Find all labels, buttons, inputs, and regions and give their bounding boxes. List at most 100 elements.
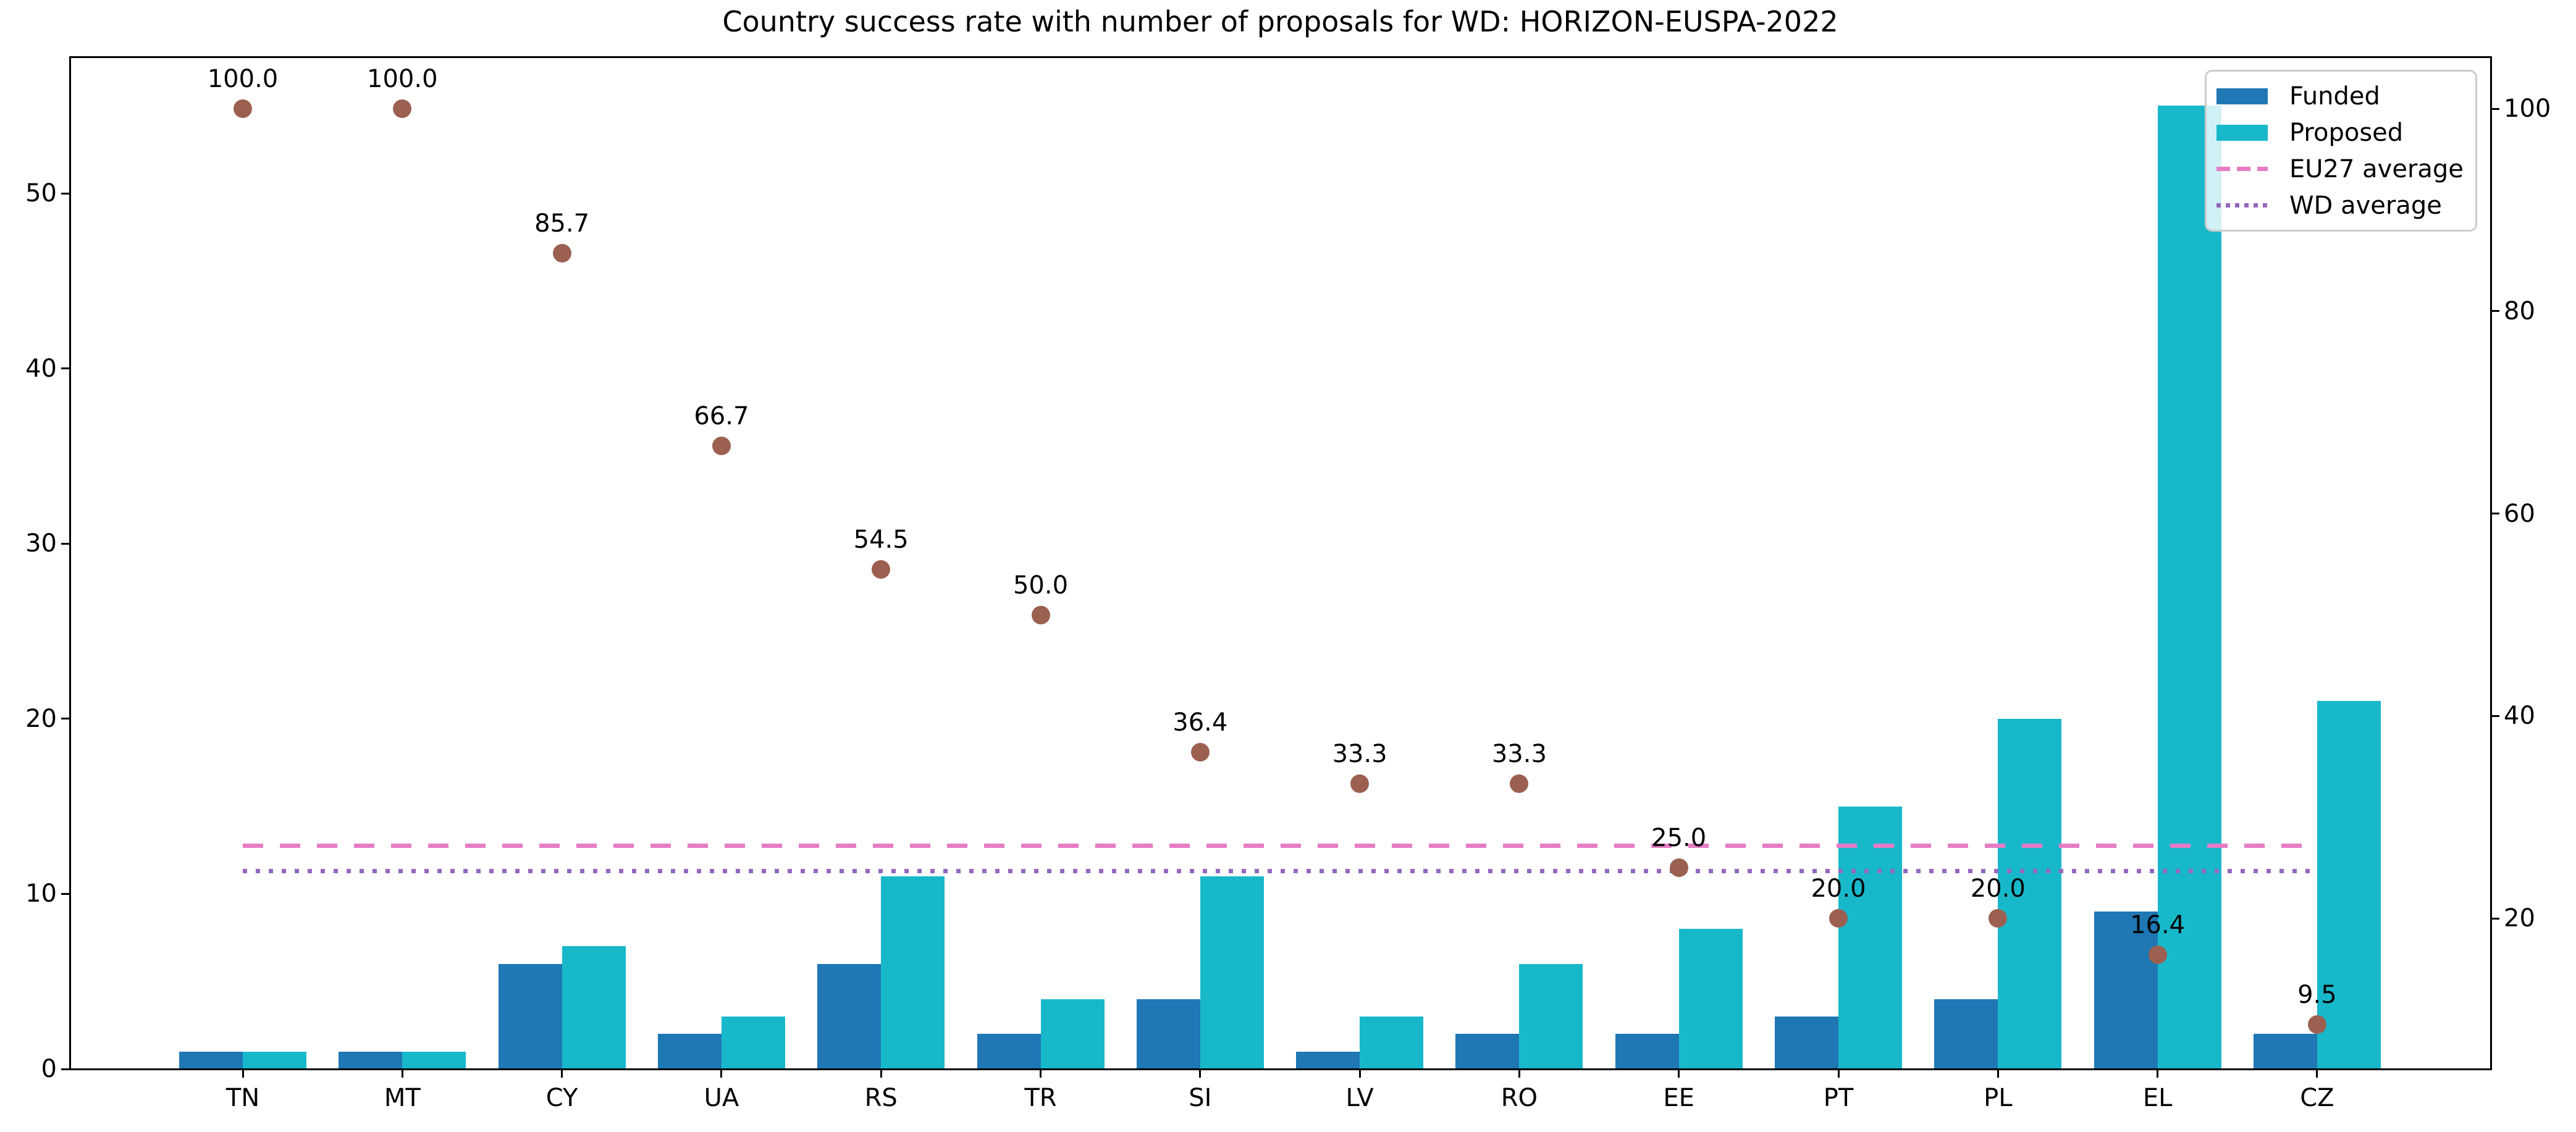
bar-proposed-UA <box>721 1016 785 1069</box>
rate-label-RO: 33.3 <box>1491 740 1547 769</box>
x-tick-LV <box>1358 1069 1361 1078</box>
reference-line-wd-average <box>243 868 2317 873</box>
right-tick-label-100: 100 <box>2504 94 2551 123</box>
marker-PL <box>1989 909 2008 928</box>
right-tick-label-40: 40 <box>2504 702 2535 731</box>
x-tick-MT <box>401 1069 403 1078</box>
legend-entry-eu27-average: EU27 average <box>2216 157 2469 182</box>
rate-label-EE: 25.0 <box>1651 824 1707 853</box>
rate-label-TR: 50.0 <box>1012 571 1069 600</box>
bar-funded-EE <box>1615 1034 1679 1069</box>
right-tick-80 <box>2491 310 2499 312</box>
legend-swatch-dotted-line <box>2216 197 2268 214</box>
left-tick-30 <box>61 542 70 545</box>
legend-swatch-dot <box>2216 203 2268 208</box>
rate-label-EL: 16.4 <box>2130 911 2186 940</box>
x-tick-label-TN: TN <box>225 1084 260 1112</box>
left-tick-label-0: 0 <box>41 1055 57 1083</box>
x-tick-PT <box>1837 1069 1840 1078</box>
rate-label-PT: 20.0 <box>1811 874 1866 904</box>
marker-SI <box>1190 743 1210 762</box>
left-tick-0 <box>61 1068 70 1070</box>
bar-proposed-LV <box>1360 1016 1424 1069</box>
left-tick-label-20: 20 <box>25 704 57 733</box>
x-tick-label-PT: PT <box>1823 1084 1854 1112</box>
x-tick-RS <box>880 1069 882 1078</box>
x-tick-label-UA: UA <box>704 1084 739 1112</box>
legend-entry-wd-average: WD average <box>2216 193 2469 218</box>
rate-label-UA: 66.7 <box>694 401 749 430</box>
rate-label-CY: 85.7 <box>534 209 590 238</box>
chart-title: Country success rate with number of prop… <box>722 5 1838 38</box>
rate-label-PL: 20.0 <box>1970 874 2026 904</box>
bar-proposed-EL <box>2157 106 2221 1069</box>
right-tick-60 <box>2491 513 2499 515</box>
x-tick-label-LV: LV <box>1345 1084 1374 1112</box>
bar-proposed-MT <box>402 1051 466 1069</box>
marker-RO <box>1510 774 1529 794</box>
x-tick-label-CY: CY <box>545 1084 578 1112</box>
right-tick-20 <box>2491 917 2499 920</box>
legend-entry-proposed: Proposed <box>2216 120 2469 145</box>
right-tick-label-80: 80 <box>2504 296 2535 325</box>
bar-funded-PT <box>1775 1016 1838 1069</box>
right-tick-40 <box>2491 715 2499 717</box>
bar-funded-PL <box>1934 999 1998 1069</box>
x-tick-PL <box>1997 1069 1999 1078</box>
bar-funded-RO <box>1455 1034 1520 1069</box>
bar-proposed-CY <box>562 946 626 1069</box>
marker-CZ <box>2307 1015 2326 1034</box>
bar-funded-SI <box>1136 999 1200 1069</box>
x-tick-TR <box>1040 1069 1042 1078</box>
x-tick-label-TR: TR <box>1024 1084 1057 1112</box>
bar-proposed-TR <box>1040 999 1105 1069</box>
rate-label-LV: 33.3 <box>1332 740 1387 769</box>
legend-swatch-rect <box>2216 88 2268 105</box>
bar-funded-CY <box>498 963 562 1069</box>
legend-swatch-dash <box>2216 167 2268 171</box>
left-tick-20 <box>61 718 70 720</box>
legend-label: WD average <box>2289 191 2442 220</box>
bar-funded-UA <box>657 1034 722 1069</box>
x-tick-EL <box>2157 1069 2159 1078</box>
bar-proposed-TN <box>243 1051 306 1069</box>
legend-label: Funded <box>2289 82 2380 111</box>
bar-proposed-SI <box>1200 876 1264 1069</box>
marker-EE <box>1669 858 1688 878</box>
x-tick-SI <box>1199 1069 1202 1078</box>
right-tick-label-60: 60 <box>2504 499 2535 528</box>
right-tick-100 <box>2491 107 2499 110</box>
marker-TN <box>234 99 252 118</box>
left-tick-10 <box>61 892 70 895</box>
legend-swatch-dashed-line <box>2216 161 2268 178</box>
marker-TR <box>1031 605 1050 624</box>
x-tick-label-CZ: CZ <box>2300 1084 2334 1112</box>
bar-funded-CZ <box>2253 1034 2317 1069</box>
x-tick-RO <box>1518 1069 1520 1078</box>
x-tick-label-PL: PL <box>1984 1084 2013 1112</box>
legend: Funded Proposed EU27 average WD average <box>2205 70 2477 232</box>
bar-funded-TN <box>179 1051 243 1069</box>
x-tick-label-RS: RS <box>864 1084 898 1112</box>
legend-swatch-rect <box>2216 124 2268 141</box>
marker-UA <box>712 436 731 455</box>
left-tick-40 <box>61 367 70 370</box>
x-tick-label-EE: EE <box>1663 1084 1694 1112</box>
bar-proposed-RO <box>1519 963 1583 1069</box>
left-tick-label-50: 50 <box>25 179 57 208</box>
x-tick-label-SI: SI <box>1189 1084 1212 1112</box>
x-tick-label-RO: RO <box>1501 1084 1538 1112</box>
bar-funded-RS <box>817 963 882 1069</box>
left-tick-label-30: 30 <box>25 529 57 558</box>
marker-PT <box>1829 909 1848 928</box>
x-tick-CY <box>561 1069 563 1078</box>
x-tick-label-EL: EL <box>2142 1084 2173 1112</box>
marker-EL <box>2148 945 2167 965</box>
left-tick-label-10: 10 <box>25 879 57 908</box>
rate-label-MT: 100.0 <box>367 65 438 93</box>
legend-swatch-rect <box>2216 124 2268 141</box>
legend-label: EU27 average <box>2289 154 2464 183</box>
bar-proposed-RS <box>881 876 945 1069</box>
bar-proposed-CZ <box>2317 701 2381 1069</box>
